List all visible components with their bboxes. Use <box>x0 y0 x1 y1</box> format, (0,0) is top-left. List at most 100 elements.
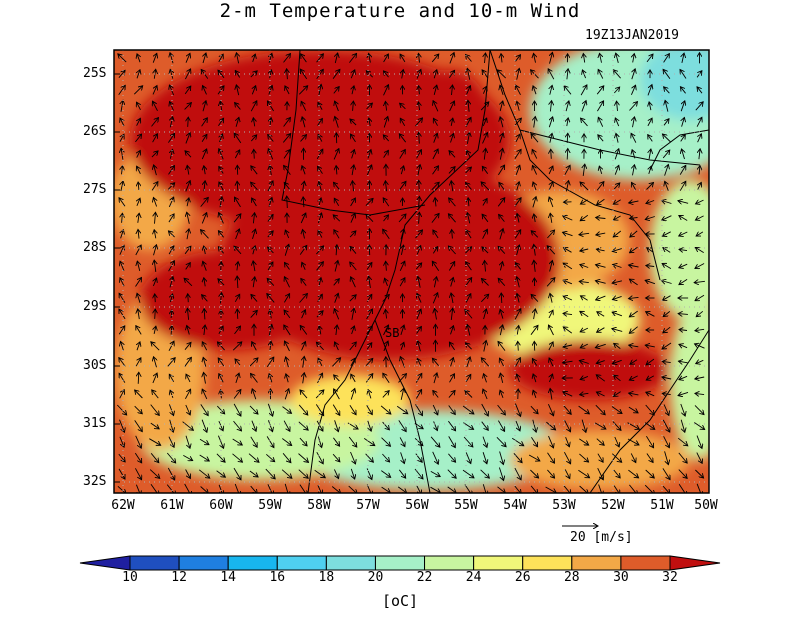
wind-arrow <box>694 422 704 430</box>
wind-arrow <box>597 453 603 463</box>
wind-arrow <box>448 453 455 462</box>
wind-arrow <box>349 231 356 238</box>
wind-arrow <box>481 182 490 191</box>
wind-arrow <box>485 53 486 64</box>
wind-arrow <box>661 281 672 284</box>
wind-arrow <box>611 406 622 414</box>
colorbar-tick-label: 16 <box>269 570 286 585</box>
wind-arrow <box>369 53 371 63</box>
wind-arrow <box>498 467 503 481</box>
wind-arrow <box>298 421 308 430</box>
wind-arrow <box>249 358 258 367</box>
wind-arrow <box>317 373 323 384</box>
wind-arrow <box>184 69 190 80</box>
wind-arrow <box>511 437 524 446</box>
colorbar-bin <box>129 555 180 571</box>
wind-arrow <box>448 246 456 255</box>
wind-arrow <box>316 451 323 464</box>
wind-arrow <box>203 261 207 271</box>
wind-arrow <box>480 469 490 478</box>
lon-tick-label: 52W <box>601 498 625 513</box>
wind-arrow <box>633 54 635 63</box>
wind-arrow <box>434 373 437 384</box>
wind-arrow <box>287 69 288 80</box>
wind-arrow <box>629 393 639 395</box>
wind-arrow <box>118 453 125 462</box>
wind-arrow <box>185 389 190 400</box>
wind-arrow <box>467 132 469 144</box>
wind-arrow <box>285 86 290 95</box>
wind-arrow <box>254 149 255 159</box>
wind-arrow <box>251 166 258 175</box>
wind-arrow <box>467 325 470 336</box>
wind-arrow <box>432 247 437 254</box>
lon-tick-label: 51W <box>650 498 674 513</box>
wind-arrow <box>203 101 206 112</box>
wind-arrow <box>332 358 340 367</box>
wind-arrow <box>629 345 639 347</box>
wind-arrow <box>695 393 705 394</box>
wind-arrow <box>680 87 686 94</box>
wind-arrow <box>579 361 589 364</box>
wind-arrow <box>187 308 188 320</box>
colorbar-high-extension <box>669 555 721 571</box>
wind-arrow <box>613 183 620 190</box>
wind-arrow <box>550 213 552 223</box>
wind-arrow <box>268 135 274 142</box>
wind-arrow <box>678 452 687 463</box>
wind-arrow <box>220 134 223 143</box>
wind-arrow <box>385 101 386 111</box>
wind-arrow <box>298 469 308 479</box>
wind-arrow <box>646 183 654 190</box>
wind-arrow <box>401 325 404 336</box>
wind-arrow <box>695 215 704 220</box>
wind-arrow <box>613 216 621 220</box>
wind-arrow <box>138 309 140 320</box>
wind-arrow <box>449 151 456 158</box>
wind-arrow <box>150 484 159 493</box>
wind-arrow <box>335 116 339 128</box>
wind-arrow <box>516 85 521 96</box>
wind-arrow <box>135 468 141 479</box>
wind-arrow <box>564 451 570 464</box>
reference-vector-unit: [m/s] <box>593 530 633 545</box>
wind-arrow <box>400 452 405 463</box>
wind-arrow <box>663 119 669 126</box>
wind-arrow <box>118 54 127 63</box>
wind-arrow <box>516 165 520 175</box>
wind-arrow <box>380 405 391 414</box>
wind-arrow <box>285 230 288 239</box>
wind-arrow <box>319 198 321 207</box>
wind-arrow <box>398 420 406 431</box>
wind-arrow <box>334 309 340 320</box>
wind-arrow <box>233 403 241 416</box>
wind-arrow <box>530 325 538 335</box>
wind-arrow <box>679 344 688 347</box>
wind-arrow <box>168 214 174 223</box>
wind-arrow <box>284 310 291 319</box>
wind-arrow <box>696 310 704 316</box>
wind-arrow <box>629 279 638 286</box>
wind-arrow <box>137 293 140 303</box>
wind-arrow <box>481 358 490 367</box>
wind-arrow <box>548 342 553 351</box>
wind-arrow <box>204 372 206 384</box>
wind-arrow <box>597 327 605 333</box>
wind-arrow <box>251 294 258 302</box>
wind-arrow <box>632 182 636 190</box>
wind-arrow <box>517 374 520 383</box>
wind-arrow <box>318 166 323 174</box>
wind-arrow <box>630 246 638 252</box>
wind-arrow <box>187 165 189 175</box>
wind-arrow <box>270 310 272 319</box>
wind-arrow <box>614 436 619 447</box>
wind-arrow <box>252 198 257 207</box>
wind-arrow <box>366 263 372 270</box>
wind-arrow <box>265 468 275 479</box>
wind-arrow <box>482 452 487 464</box>
wind-arrow <box>500 101 503 112</box>
wind-arrow <box>645 469 655 478</box>
wind-arrow <box>185 53 190 63</box>
wind-arrow <box>418 341 421 352</box>
wind-arrow <box>597 101 603 112</box>
